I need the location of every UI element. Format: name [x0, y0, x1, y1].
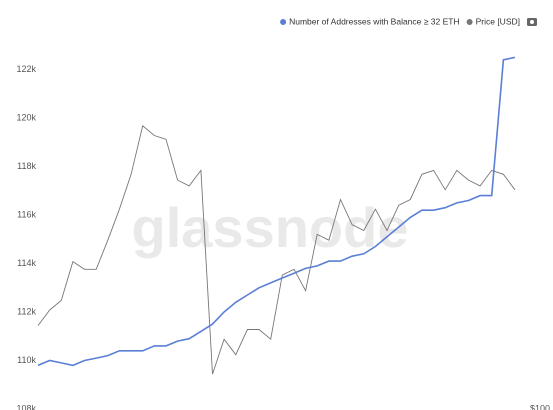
series-line	[37, 124, 516, 375]
watermark: glassnode	[132, 196, 409, 259]
y2-tick-label: $100	[530, 403, 550, 410]
y-tick-label: 118k	[17, 161, 36, 171]
legend-label[interactable]: Number of Addresses with Balance ≥ 32 ET…	[289, 16, 460, 26]
y-tick-label: 108k	[16, 403, 36, 410]
legend-dot	[280, 19, 287, 25]
legend-label[interactable]: Price [USD]	[476, 16, 520, 26]
series-line	[37, 56, 516, 367]
y-tick-label: 110k	[17, 355, 36, 365]
camera-lens	[530, 20, 534, 24]
y-tick-label: 114k	[17, 258, 36, 268]
y-tick-label: 116k	[17, 209, 36, 219]
y-tick-label: 122k	[16, 64, 36, 74]
legend-dot	[466, 19, 473, 25]
camera-icon[interactable]	[527, 18, 537, 26]
y-tick-label: 112k	[17, 306, 36, 316]
y-tick-label: 120k	[16, 112, 36, 122]
